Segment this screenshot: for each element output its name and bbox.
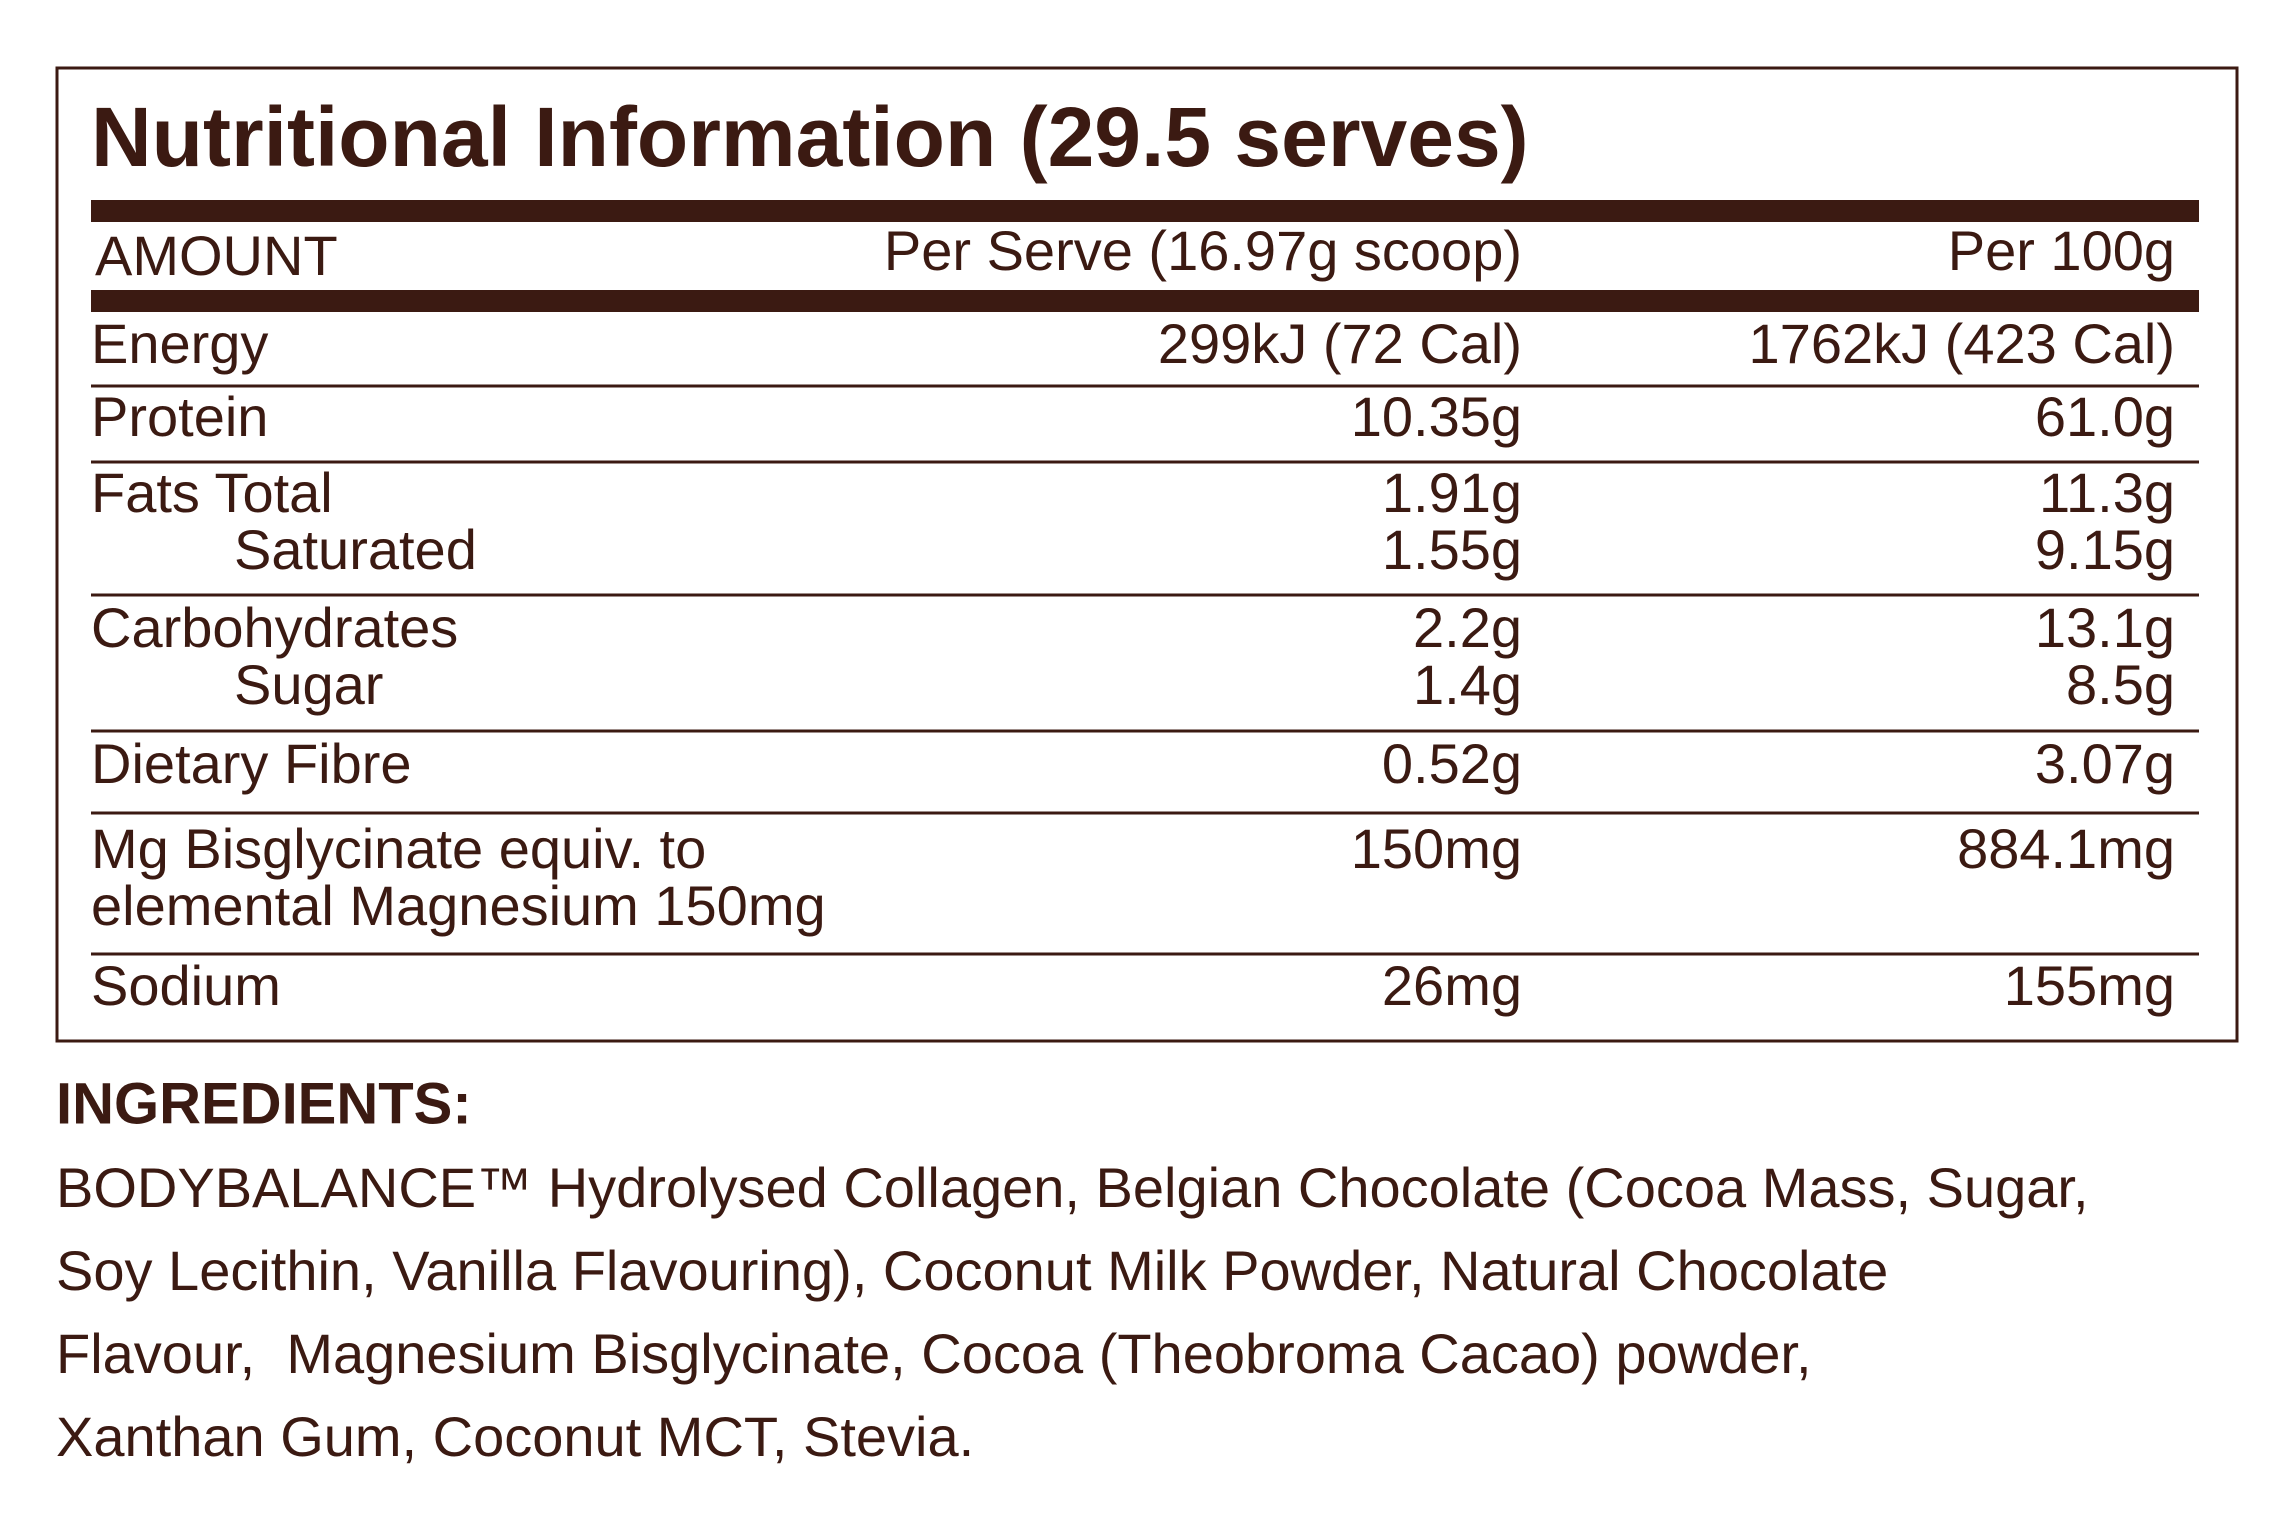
nutrient-value: 26mg — [1382, 954, 1522, 1017]
nutrient-label: Saturated — [234, 518, 477, 581]
nutrient-value: 1.91g — [1382, 461, 1522, 524]
nutrient-label: Mg Bisglycinate equiv. to — [91, 817, 706, 880]
nutrient-label: elemental Magnesium 150mg — [91, 874, 826, 937]
header-cell: Per Serve (16.97g scoop) — [884, 219, 1522, 282]
nutrient-value: 10.35g — [1351, 385, 1522, 448]
nutrient-label: Dietary Fibre — [91, 732, 412, 795]
nutrient-value: 1762kJ (423 Cal) — [1749, 312, 2175, 375]
nutrient-value: 8.5g — [2066, 653, 2175, 716]
ingredients-line: Soy Lecithin, Vanilla Flavouring), Cocon… — [56, 1239, 1888, 1302]
nutrient-value: 1.55g — [1382, 518, 1522, 581]
nutrient-label: Sodium — [91, 954, 281, 1017]
nutrient-value: 13.1g — [2035, 596, 2175, 659]
nutrient-value: 9.15g — [2035, 518, 2175, 581]
nutrient-value: 3.07g — [2035, 732, 2175, 795]
header-cell: AMOUNT — [95, 224, 338, 287]
table-border — [55, 66, 2239, 1043]
rule-thick — [91, 200, 2199, 222]
header-cell: Per 100g — [1948, 219, 2175, 282]
rule-thick — [91, 290, 2199, 312]
nutrient-value: 61.0g — [2035, 385, 2175, 448]
nutrient-value: 884.1mg — [1957, 817, 2175, 880]
nutrient-value: 150mg — [1351, 817, 1522, 880]
nutrient-label: Carbohydrates — [91, 596, 458, 659]
nutrient-value: 2.2g — [1413, 596, 1522, 659]
ingredients-line: Flavour, Magnesium Bisglycinate, Cocoa (… — [56, 1322, 1812, 1385]
nutrient-value: 155mg — [2004, 954, 2175, 1017]
ingredients-line: BODYBALANCE™ Hydrolysed Collagen, Belgia… — [56, 1156, 2089, 1219]
nutrient-value: 1.4g — [1413, 653, 1522, 716]
ingredients-heading: INGREDIENTS: — [56, 1071, 472, 1136]
nutrient-value: 0.52g — [1382, 732, 1522, 795]
ingredients-line: Xanthan Gum, Coconut MCT, Stevia. — [56, 1405, 974, 1468]
nutrient-value: 11.3g — [2039, 461, 2175, 524]
nutrient-label: Protein — [91, 385, 268, 448]
title: Nutritional Information (29.5 serves) — [91, 90, 1529, 184]
nutrient-label: Fats Total — [91, 461, 333, 524]
nutrient-value: 299kJ (72 Cal) — [1158, 312, 1522, 375]
nutrient-label: Energy — [91, 312, 268, 375]
nutrient-label: Sugar — [234, 653, 383, 716]
